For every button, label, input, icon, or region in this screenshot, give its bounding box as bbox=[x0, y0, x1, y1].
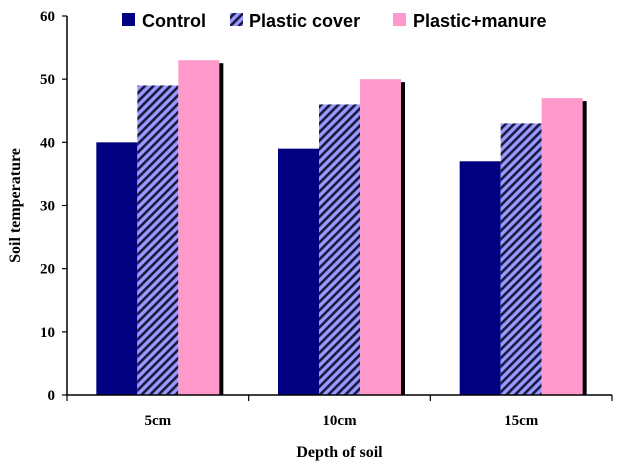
bar-control-5cm bbox=[96, 142, 138, 395]
legend-label-plastic-manure: Plastic+manure bbox=[413, 11, 547, 31]
bar-plastic-manure-5cm bbox=[178, 60, 220, 395]
legend-label-plastic-cover: Plastic cover bbox=[249, 11, 360, 31]
bar-control-10cm bbox=[278, 148, 319, 395]
x-ticks: 5cm 10cm 15cm bbox=[66, 395, 613, 429]
bars-group bbox=[96, 60, 587, 396]
bar-plastic-manure-10cm bbox=[360, 79, 401, 396]
y-tick-label: 30 bbox=[40, 199, 55, 215]
y-ticks: 0 10 20 30 40 50 60 bbox=[40, 9, 67, 404]
bar-control-15cm bbox=[459, 161, 501, 395]
bar-plastic-cover-5cm bbox=[137, 85, 179, 395]
legend-swatch-control bbox=[122, 13, 135, 26]
legend-label-control: Control bbox=[142, 11, 206, 31]
x-tick-label: 15cm bbox=[504, 413, 539, 429]
x-tick-label: 10cm bbox=[322, 413, 357, 429]
legend: Control Plastic cover Plastic+manure bbox=[122, 11, 547, 31]
bar-plastic-cover-10cm bbox=[319, 104, 360, 395]
y-tick-label: 50 bbox=[40, 72, 55, 88]
bar-plastic-cover-15cm bbox=[500, 123, 542, 395]
y-tick-label: 40 bbox=[40, 135, 55, 151]
bar-plastic-manure-15cm bbox=[541, 98, 583, 395]
x-axis-title: Depth of soil bbox=[296, 444, 383, 461]
y-axis-title: Soil temperature bbox=[7, 148, 24, 263]
y-tick-label: 20 bbox=[40, 262, 55, 278]
legend-swatch-plastic-manure bbox=[393, 13, 406, 26]
y-tick-label: 10 bbox=[40, 325, 55, 341]
y-tick-label: 60 bbox=[40, 9, 55, 25]
y-tick-label: 0 bbox=[48, 388, 56, 404]
x-tick-label: 5cm bbox=[145, 413, 172, 429]
legend-swatch-plastic-cover bbox=[230, 13, 243, 26]
